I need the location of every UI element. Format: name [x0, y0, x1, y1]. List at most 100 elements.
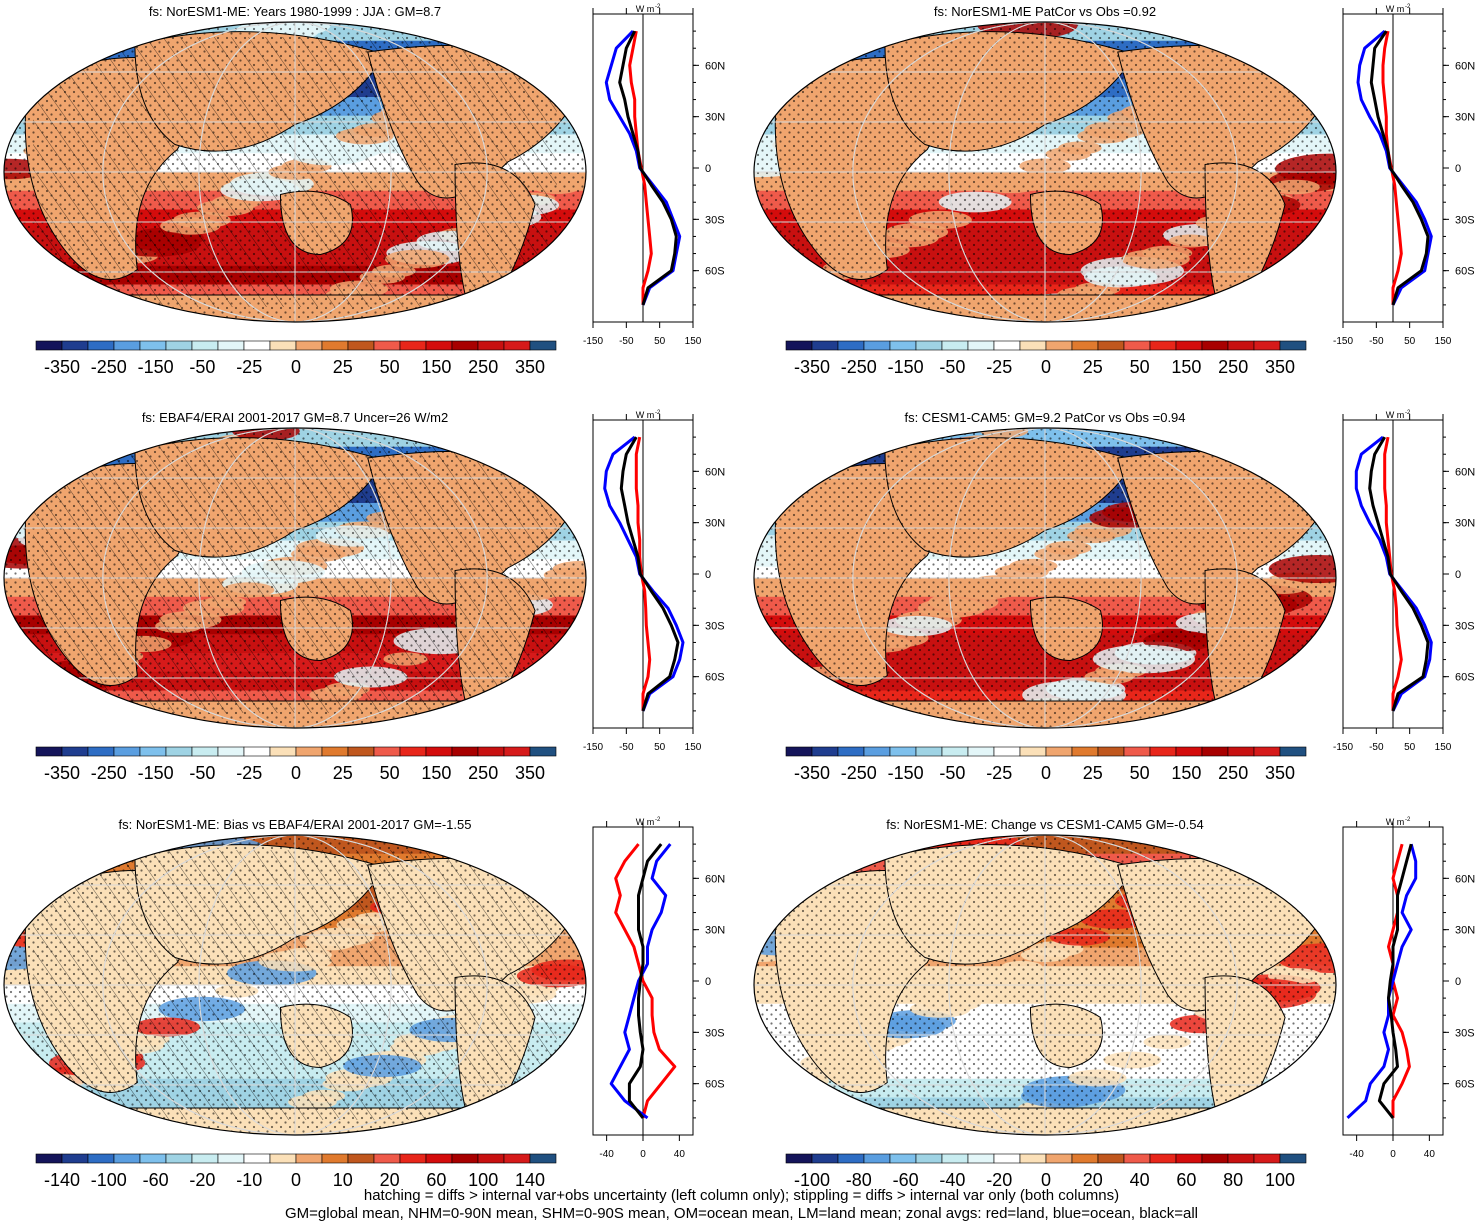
x-tick-label: 0: [640, 1149, 646, 1160]
colorbar-swatch: [1124, 747, 1150, 756]
x-tick-label: -150: [583, 336, 603, 347]
x-tick-label: 40: [1424, 1149, 1436, 1160]
profile-units-exp: -2: [1405, 4, 1411, 10]
colorbar-swatch: [530, 1154, 556, 1163]
x-tick-label: -150: [1333, 742, 1353, 753]
y-tick-label: 30S: [705, 1027, 725, 1039]
map-field: [715, 419, 1369, 741]
colorbar-label: 150: [421, 357, 451, 377]
map-field: [709, 11, 1385, 335]
colorbar-swatch: [1176, 341, 1202, 350]
y-tick-label: 30N: [705, 925, 725, 937]
panel-3: fs: EBAF4/ERAI 2001-2017 GM=8.7 Uncer=26…: [0, 410, 725, 783]
y-tick-label: 60S: [1455, 266, 1475, 278]
x-tick-label: 50: [654, 336, 666, 347]
colorbar-swatch: [218, 341, 244, 350]
colorbar-swatch: [478, 747, 504, 756]
colorbar-swatch: [1020, 747, 1046, 756]
colorbar-swatch: [1150, 1154, 1176, 1163]
colorbar-swatch: [812, 747, 838, 756]
colorbar-swatch: [994, 341, 1020, 350]
colorbar-swatch: [838, 1154, 864, 1163]
colorbar-swatch: [864, 747, 890, 756]
x-tick-label: 150: [685, 336, 702, 347]
y-tick-label: 30N: [1455, 925, 1475, 937]
colorbar-swatch: [968, 747, 994, 756]
x-tick-label: -150: [1333, 336, 1353, 347]
colorbar-label: 0: [291, 763, 301, 783]
colorbar-label: -350: [794, 357, 830, 377]
colorbar-swatch: [114, 747, 140, 756]
colorbar-swatch: [88, 1154, 114, 1163]
colorbar-swatch: [36, 747, 62, 756]
y-tick-label: 0: [1455, 569, 1461, 581]
colorbar-swatch: [426, 341, 452, 350]
colorbar-label: -250: [841, 357, 877, 377]
colorbar-swatch: [322, 1154, 348, 1163]
colorbar-swatch: [1020, 341, 1046, 350]
colorbar-swatch: [1280, 1154, 1306, 1163]
colorbar-swatch: [244, 1154, 270, 1163]
colorbar-swatch: [1150, 747, 1176, 756]
x-tick-label: 50: [1404, 742, 1416, 753]
colorbar-label: 25: [333, 357, 353, 377]
profile-units-exp: -2: [1405, 817, 1411, 823]
profile-units-exp: -2: [655, 817, 661, 823]
map-field: [0, 825, 635, 1148]
colorbar-swatch: [1072, 341, 1098, 350]
colorbar-swatch: [1098, 341, 1124, 350]
panel-title: fs: NorESM1-ME PatCor vs Obs =0.92: [934, 4, 1156, 19]
colorbar-swatch: [1150, 341, 1176, 350]
colorbar-label: 25: [1083, 763, 1103, 783]
colorbar-swatch: [890, 341, 916, 350]
map-field: [725, 828, 1384, 1148]
colorbar-swatch: [1280, 747, 1306, 756]
x-tick-label: -40: [1349, 1149, 1364, 1160]
colorbar-swatch: [348, 1154, 374, 1163]
x-tick-label: -40: [599, 1149, 614, 1160]
colorbar-swatch: [348, 747, 374, 756]
colorbar-swatch: [296, 747, 322, 756]
footnote-legend: GM=global mean, NHM=0-90N mean, SHM=0-90…: [0, 1205, 1483, 1223]
colorbar-label: 150: [1171, 357, 1201, 377]
x-tick-label: -150: [583, 742, 603, 753]
colorbar-swatch: [890, 747, 916, 756]
colorbar-swatch: [348, 341, 374, 350]
colorbar-swatch: [504, 747, 530, 756]
colorbar-swatch: [374, 747, 400, 756]
colorbar-label: -50: [939, 763, 965, 783]
colorbar-label: 0: [1041, 357, 1051, 377]
x-tick-label: -50: [619, 742, 634, 753]
panel-title: fs: EBAF4/ERAI 2001-2017 GM=8.7 Uncer=26…: [142, 410, 448, 425]
colorbar-swatch: [296, 1154, 322, 1163]
x-tick-label: 0: [1390, 1149, 1396, 1160]
panel-5: fs: NorESM1-ME: Bias vs EBAF4/ERAI 2001-…: [0, 817, 725, 1190]
colorbar-swatch: [1176, 1154, 1202, 1163]
colorbar-label: -150: [888, 357, 924, 377]
colorbar-swatch: [452, 747, 478, 756]
colorbar-swatch: [864, 1154, 890, 1163]
colorbar-swatch: [786, 747, 812, 756]
panel-title: fs: CESM1-CAM5: GM=9.2 PatCor vs Obs =0.…: [904, 410, 1185, 425]
colorbar-swatch: [426, 1154, 452, 1163]
colorbar-swatch: [1228, 747, 1254, 756]
colorbar-swatch: [1046, 1154, 1072, 1163]
colorbar-label: -25: [986, 763, 1012, 783]
colorbar-swatch: [62, 341, 88, 350]
colorbar-swatch: [426, 747, 452, 756]
colorbar-label: -25: [236, 357, 262, 377]
colorbar-swatch: [374, 1154, 400, 1163]
colorbar-label: 350: [515, 357, 545, 377]
map-field: [0, 5, 608, 335]
colorbar-swatch: [140, 341, 166, 350]
x-tick-label: -50: [619, 336, 634, 347]
colorbar-label: 250: [468, 763, 498, 783]
colorbar-label: 350: [1265, 357, 1295, 377]
y-tick-label: 30S: [1455, 620, 1475, 632]
y-tick-label: 0: [1455, 976, 1461, 988]
colorbar-label: -150: [888, 763, 924, 783]
profile-units: W m: [636, 4, 655, 14]
colorbar-label: 250: [1218, 763, 1248, 783]
y-tick-label: 60N: [1455, 60, 1475, 72]
